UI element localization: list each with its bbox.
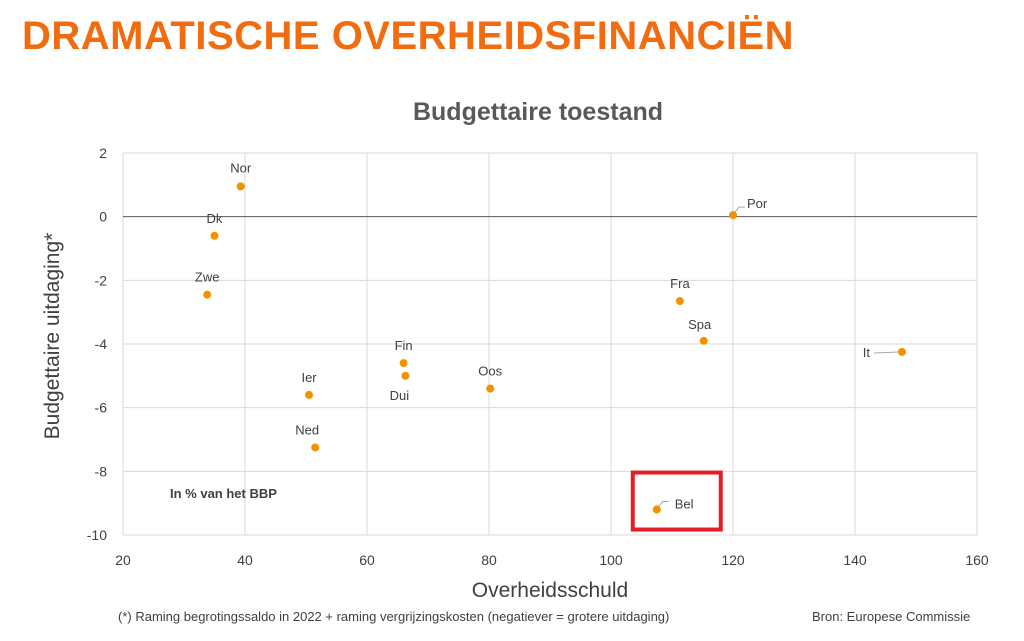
data-point-bel xyxy=(652,505,661,514)
data-label-nor: Nor xyxy=(230,160,252,175)
x-tick-label: 160 xyxy=(965,552,989,568)
leader-line xyxy=(873,351,899,354)
unit-note: In % van het BBP xyxy=(170,486,277,501)
x-tick-label: 60 xyxy=(359,552,375,568)
data-label-oos: Oos xyxy=(478,364,502,379)
x-axis-label: Overheidsschuld xyxy=(472,579,628,602)
data-label-zwe: Zwe xyxy=(195,270,220,285)
data-point-dk xyxy=(210,231,219,240)
y-tick-label: -4 xyxy=(95,336,108,352)
data-point-dui xyxy=(401,371,410,380)
chart-title: Budgettaire toestand xyxy=(412,98,664,126)
data-point-it xyxy=(897,347,906,356)
data-point-ier xyxy=(305,390,314,399)
data-label-spa: Spa xyxy=(688,317,712,332)
data-label-dk: Dk xyxy=(207,211,223,226)
x-tick-label: 120 xyxy=(721,552,745,568)
leader-line xyxy=(734,206,745,213)
y-tick-label: -2 xyxy=(95,272,108,288)
data-point-ned xyxy=(311,443,320,452)
y-tick-label: -6 xyxy=(95,400,108,416)
x-tick-label: 80 xyxy=(481,552,497,568)
source-note: Bron: Europese Commissie xyxy=(812,609,971,624)
data-point-fra xyxy=(675,297,684,306)
data-label-fra: Fra xyxy=(670,276,690,291)
data-point-nor xyxy=(236,182,245,191)
footnote: (*) Raming begrotingssaldo in 2022 + ram… xyxy=(118,609,670,624)
data-point-spa xyxy=(699,336,708,345)
x-tick-label: 40 xyxy=(237,552,253,568)
y-axis-label: Budgettaire uitdaging* xyxy=(41,233,64,440)
data-point-oos xyxy=(486,384,495,393)
data-label-dui: Dui xyxy=(390,388,410,403)
data-point-fin xyxy=(399,359,408,368)
data-label-por: Por xyxy=(747,196,768,211)
x-tick-label: 100 xyxy=(599,552,623,568)
data-point-por xyxy=(729,211,737,220)
data-label-ned: Ned xyxy=(295,422,319,437)
highlight-box xyxy=(630,470,723,532)
data-point-zwe xyxy=(203,290,212,299)
x-tick-label: 140 xyxy=(843,552,867,568)
y-tick-label: -10 xyxy=(87,527,107,543)
data-label-it: It xyxy=(863,345,871,360)
data-label-ier: Ier xyxy=(301,370,317,385)
y-tick-label: 2 xyxy=(99,145,107,161)
y-tick-label: 0 xyxy=(99,209,107,225)
data-label-bel: Bel xyxy=(675,497,694,512)
leader-line xyxy=(658,501,669,507)
y-tick-label: -8 xyxy=(95,463,108,479)
x-tick-label: 20 xyxy=(115,552,131,568)
slide-title: DRAMATISCHE OVERHEIDSFINANCIËN xyxy=(22,14,795,58)
data-label-fin: Fin xyxy=(395,338,413,353)
